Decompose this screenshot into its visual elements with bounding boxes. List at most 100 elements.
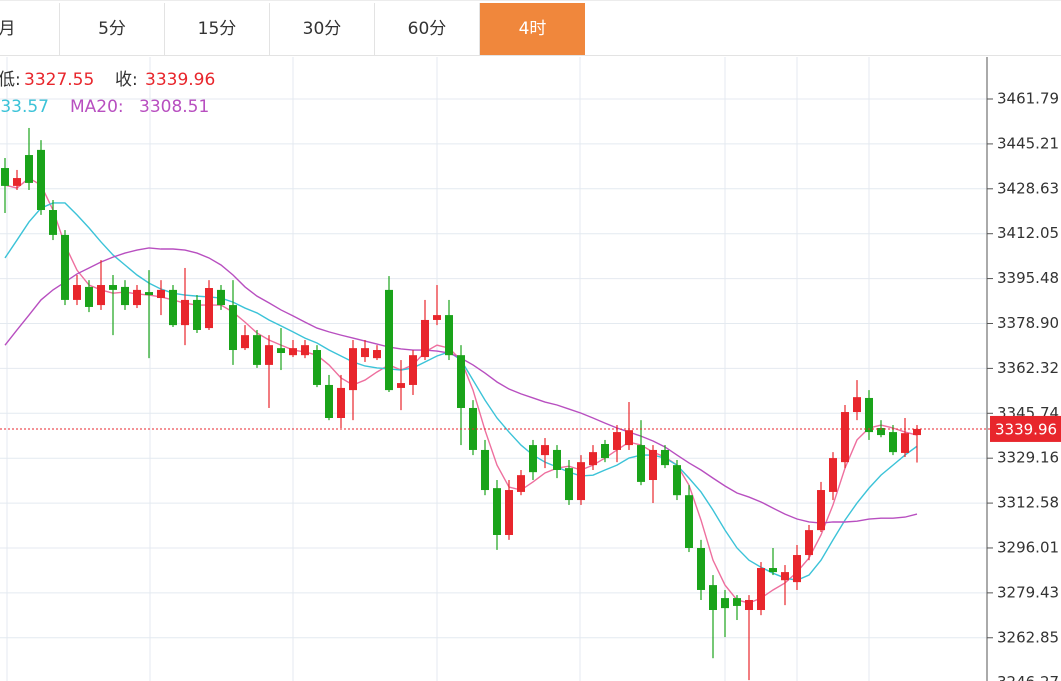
candle-body: [337, 387, 345, 418]
candle-body: [385, 289, 393, 391]
candle-body: [373, 350, 381, 359]
candle-body: [61, 234, 69, 300]
candle-body: [673, 465, 681, 496]
candle-body: [805, 530, 813, 556]
y-tick-label: 3296.01: [997, 538, 1059, 556]
candle-body: [217, 289, 225, 306]
tab[interactable]: 60分: [375, 3, 480, 55]
candle-body: [745, 599, 753, 611]
candle-body: [325, 384, 333, 418]
candle-body: [817, 490, 825, 531]
candle-body: [433, 315, 441, 320]
candle-body: [169, 289, 177, 326]
y-tick-label: 3262.85: [997, 628, 1059, 646]
candle-body: [553, 449, 561, 470]
tab[interactable]: 4时: [480, 3, 585, 55]
candle-body: [133, 289, 141, 306]
candle-body: [73, 285, 81, 300]
close-value: 3339.96: [145, 70, 215, 90]
last-price: 3339.96: [0, 415, 1061, 442]
y-tick-label: 3378.90: [997, 314, 1059, 332]
candle-body: [649, 449, 657, 481]
candle-body: [181, 299, 189, 326]
candle-body: [25, 155, 33, 183]
candle-body: [529, 445, 537, 473]
candle-body: [49, 210, 57, 235]
candle-body: [757, 568, 765, 611]
ma20-value: 3308.51: [139, 97, 209, 117]
candle-body: [877, 428, 885, 436]
candle-body: [733, 598, 741, 606]
candle-body: [409, 355, 417, 385]
candle-body: [505, 490, 513, 535]
tab[interactable]: 30分: [270, 3, 375, 55]
close-label: 收:: [115, 70, 138, 90]
candle-body: [397, 383, 405, 388]
candle-body: [241, 335, 249, 349]
candle-body: [157, 289, 165, 299]
candle-body: [865, 397, 873, 433]
y-tick-label: 3412.05: [997, 224, 1059, 242]
time-grid: [6, 57, 870, 681]
tab[interactable]: 15分: [165, 3, 270, 55]
candle-body: [421, 319, 429, 358]
candle-body: [769, 568, 777, 573]
candle-body: [97, 285, 105, 306]
candle-body: [589, 452, 597, 466]
last-price-box: [990, 415, 1061, 442]
candle-body: [289, 348, 297, 356]
candle-body: [277, 348, 285, 354]
info-header: 低: 3327.55 收: 3339.96 3333.57 MA20: 3308…: [0, 70, 215, 117]
candle-body: [577, 462, 585, 501]
candle-body: [109, 285, 117, 290]
last-price-label: 3339.96: [995, 420, 1057, 438]
candle-body: [121, 286, 129, 306]
candle-body: [661, 449, 669, 466]
value-grid: [0, 98, 987, 639]
tab[interactable]: 5分: [60, 3, 165, 55]
candle-body: [685, 495, 693, 548]
candle-body: [541, 445, 549, 456]
candle-body: [517, 475, 525, 492]
y-tick-label: 3329.16: [997, 449, 1059, 467]
candle-body: [193, 299, 201, 330]
y-axis: 3461.79 3445.21 3428.63 3412.05 3395.48 3378.…: [987, 90, 1059, 681]
candle-body: [349, 348, 357, 391]
candle-body: [625, 430, 633, 446]
candles: [1, 127, 921, 681]
y-tick-label: 3279.43: [997, 583, 1059, 601]
candle-body: [637, 445, 645, 482]
ma20-label: MA20:: [70, 97, 124, 117]
y-tick-label: 3362.32: [997, 359, 1059, 377]
y-tick-label: 3246.27: [997, 673, 1059, 681]
candle-body: [229, 305, 237, 351]
candle-body: [205, 288, 213, 329]
candle-body: [793, 555, 801, 583]
low-value: 3327.55: [24, 70, 94, 90]
candle-body: [829, 458, 837, 492]
tab[interactable]: 月: [0, 3, 60, 55]
candle-body: [445, 315, 453, 356]
period-tabs: 月 5分 15分 30分 60分 4时: [0, 0, 1061, 56]
candle-body: [901, 433, 909, 453]
candle-body: [853, 397, 861, 413]
candle-body: [781, 572, 789, 581]
candle-body: [301, 345, 309, 356]
candle-body: [601, 443, 609, 459]
candle-body: [697, 547, 705, 590]
candle-body: [709, 585, 717, 611]
candle-body: [361, 348, 369, 358]
low-label: 低:: [0, 70, 21, 90]
y-tick-label: 3395.48: [997, 269, 1059, 287]
y-tick-label: 3312.58: [997, 494, 1059, 512]
candle-body: [841, 412, 849, 463]
candle-body: [145, 292, 153, 296]
candle-body: [481, 449, 489, 491]
candle-body: [457, 355, 465, 408]
candle-body: [565, 468, 573, 501]
candle-body: [37, 149, 45, 211]
candle-body: [913, 428, 921, 436]
candle-body: [253, 335, 261, 365]
